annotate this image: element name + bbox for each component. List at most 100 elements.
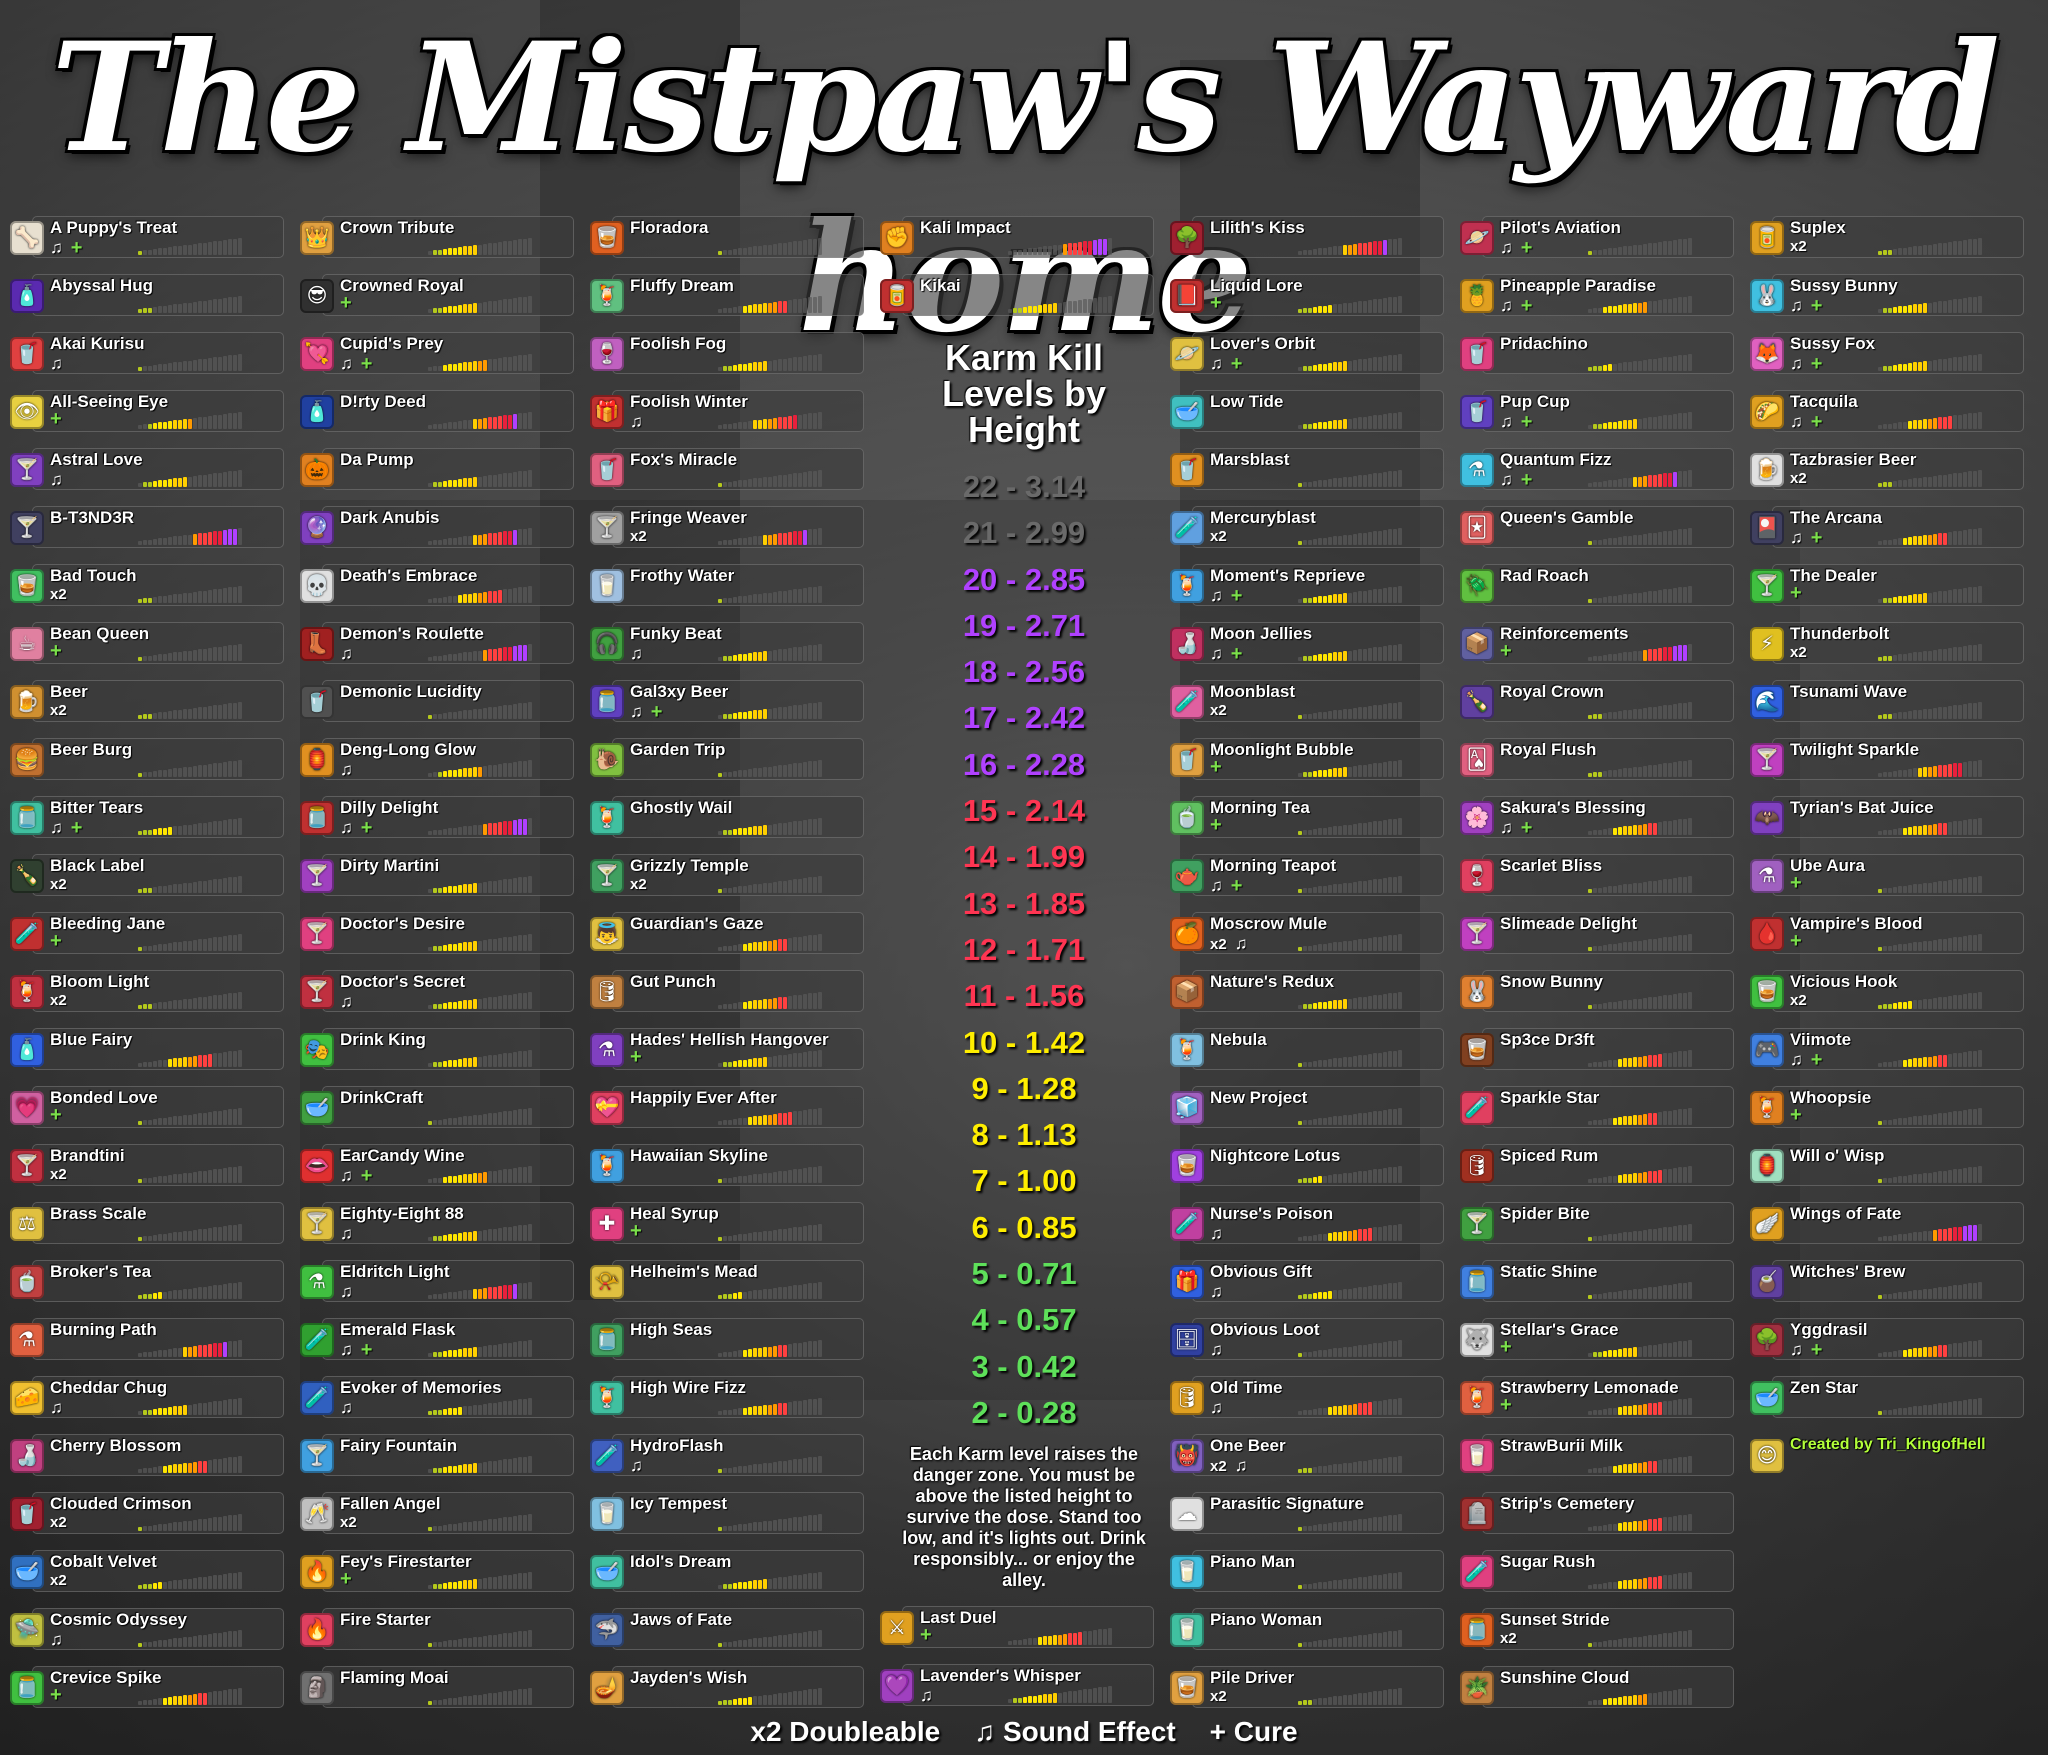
drink-item[interactable]: 🥣 Low Tide (1170, 389, 1444, 434)
drink-item[interactable]: 🧪 Moonblast x2 (1170, 679, 1444, 724)
drink-item[interactable]: 🍸 Grizzly Temple x2 (590, 853, 864, 898)
drink-item[interactable]: 🐌 Garden Trip (590, 737, 864, 782)
drink-item[interactable]: 🍵 Broker's Tea (10, 1259, 284, 1304)
drink-item[interactable]: 👼 Guardian's Gaze (590, 911, 864, 956)
drink-item[interactable]: 🪽 Wings of Fate (1750, 1201, 2024, 1246)
drink-item[interactable]: 🛢 Old Time ♫ (1170, 1375, 1444, 1420)
drink-item[interactable]: 👑 Crown Tribute (300, 215, 574, 260)
drink-item[interactable]: 👄 EarCandy Wine ♫ + (300, 1143, 574, 1188)
drink-item[interactable]: 🪲 Rad Roach (1460, 563, 1734, 608)
drink-item[interactable]: 👁 All-Seeing Eye + (10, 389, 284, 434)
drink-item[interactable]: 🥤 Pup Cup ♫ + (1460, 389, 1734, 434)
drink-item[interactable]: 🛢 Spiced Rum (1460, 1143, 1734, 1188)
credit-item[interactable]: 😊 Created by Tri_KingofHell (1750, 1433, 2020, 1478)
drink-item[interactable]: 🍸 Twilight Sparkle (1750, 737, 2024, 782)
drink-item[interactable]: 🦇 Tyrian's Bat Juice (1750, 795, 2024, 840)
drink-item[interactable]: ⚗ Eldritch Light ♫ (300, 1259, 574, 1304)
drink-item[interactable]: 🪔 Jayden's Wish (590, 1665, 864, 1710)
drink-item[interactable]: 🧪 Sparkle Star (1460, 1085, 1734, 1130)
drink-item[interactable]: 💜 Lavender's Whisper ♫ (880, 1663, 1154, 1708)
drink-item[interactable]: 🍹 Hawaiian Skyline (590, 1143, 864, 1188)
drink-item[interactable]: 🐰 Snow Bunny (1460, 969, 1734, 1014)
drink-item[interactable]: 🫙 Bitter Tears ♫ + (10, 795, 284, 840)
drink-item[interactable]: 🫖 Morning Teapot ♫ + (1170, 853, 1444, 898)
drink-item[interactable]: 🦴 A Puppy's Treat ♫ + (10, 215, 284, 260)
drink-item[interactable]: 🧪 Nurse's Poison ♫ (1170, 1201, 1444, 1246)
drink-item[interactable]: 🗿 Flaming Moai (300, 1665, 574, 1710)
drink-item[interactable]: 🥛 Frothy Water (590, 563, 864, 608)
drink-item[interactable]: 🍵 Morning Tea + (1170, 795, 1444, 840)
drink-item[interactable]: 🌊 Tsunami Wave (1750, 679, 2024, 724)
drink-item[interactable]: 🥤 Pridachino (1460, 331, 1734, 376)
drink-item[interactable]: 🍸 The Dealer + (1750, 563, 2024, 608)
drink-item[interactable]: 🍹 Whoopsie + (1750, 1085, 2024, 1130)
drink-item[interactable]: 🌮 Tacquila ♫ + (1750, 389, 2024, 434)
drink-item[interactable]: 🐺 Stellar's Grace + (1460, 1317, 1734, 1362)
drink-item[interactable]: 🍸 Astral Love ♫ (10, 447, 284, 492)
drink-item[interactable]: 🧪 HydroFlash ♫ (590, 1433, 864, 1478)
drink-item[interactable]: 🍺 Beer x2 (10, 679, 284, 724)
drink-item[interactable]: 🧊 New Project (1170, 1085, 1444, 1130)
drink-item[interactable]: 🍍 Pineapple Paradise ♫ + (1460, 273, 1734, 318)
drink-item[interactable]: 🎃 Da Pump (300, 447, 574, 492)
drink-item[interactable]: 🏮 Will o' Wisp (1750, 1143, 2024, 1188)
drink-item[interactable]: 🍸 Fairy Fountain (300, 1433, 574, 1478)
drink-item[interactable]: 🍷 Scarlet Bliss (1460, 853, 1734, 898)
drink-item[interactable]: 🥃 Pile Driver x2 (1170, 1665, 1444, 1710)
drink-item[interactable]: 🍸 Doctor's Secret ♫ (300, 969, 574, 1014)
drink-item[interactable]: 🍸 Dirty Martini (300, 853, 574, 898)
drink-item[interactable]: 🧪 Sugar Rush (1460, 1549, 1734, 1594)
drink-item[interactable]: ⚗ Quantum Fizz ♫ + (1460, 447, 1734, 492)
drink-item[interactable]: 🥣 DrinkCraft (300, 1085, 574, 1130)
drink-item[interactable]: 🥛 StrawBurii Milk (1460, 1433, 1734, 1478)
drink-item[interactable]: 🧪 Bleeding Jane + (10, 911, 284, 956)
drink-item[interactable]: 🍸 Slimeade Delight (1460, 911, 1734, 956)
drink-item[interactable]: 📯 Helheim's Mead (590, 1259, 864, 1304)
drink-item[interactable]: 🥂 Fallen Angel x2 (300, 1491, 574, 1536)
drink-item[interactable]: 🍸 Fringe Weaver x2 (590, 505, 864, 550)
drink-item[interactable]: 🥃 Bad Touch x2 (10, 563, 284, 608)
drink-item[interactable]: 🎧 Funky Beat ♫ (590, 621, 864, 666)
drink-item[interactable]: 💘 Cupid's Prey ♫ + (300, 331, 574, 376)
drink-item[interactable]: 🫙 Sunset Stride x2 (1460, 1607, 1734, 1652)
drink-item[interactable]: 🍊 Moscrow Mule x2 ♫ (1170, 911, 1444, 956)
drink-item[interactable]: 🦊 Sussy Fox ♫ + (1750, 331, 2024, 376)
drink-item[interactable]: 💗 Bonded Love + (10, 1085, 284, 1130)
drink-item[interactable]: 🎁 Foolish Winter ♫ (590, 389, 864, 434)
drink-item[interactable]: 🍹 Bloom Light x2 (10, 969, 284, 1014)
drink-item[interactable]: 🔥 Fire Starter (300, 1607, 574, 1652)
drink-item[interactable]: 🍾 Black Label x2 (10, 853, 284, 898)
drink-item[interactable]: 🧉 Witches' Brew (1750, 1259, 2024, 1304)
drink-item[interactable]: 🥤 Fox's Miracle (590, 447, 864, 492)
drink-item[interactable]: 💝 Happily Ever After (590, 1085, 864, 1130)
drink-item[interactable]: 🍺 Tazbrasier Beer x2 (1750, 447, 2024, 492)
drink-item[interactable]: 🥤 Demonic Lucidity (300, 679, 574, 724)
drink-item[interactable]: 🌳 Lilith's Kiss (1170, 215, 1444, 260)
drink-item[interactable]: 🍹 Fluffy Dream (590, 273, 864, 318)
drink-item[interactable]: 🂡 Royal Flush (1460, 737, 1734, 782)
drink-item[interactable]: 🎴 The Arcana ♫ + (1750, 505, 2024, 550)
drink-item[interactable]: 🧪 Emerald Flask ♫ + (300, 1317, 574, 1362)
drink-item[interactable]: 🍶 Cherry Blossom (10, 1433, 284, 1478)
drink-item[interactable]: 🩸 Vampire's Blood + (1750, 911, 2024, 956)
drink-item[interactable]: 🎮 Viimote ♫ + (1750, 1027, 2024, 1072)
drink-item[interactable]: 🔮 Dark Anubis (300, 505, 574, 550)
drink-item[interactable]: 🎁 Obvious Gift ♫ (1170, 1259, 1444, 1304)
drink-item[interactable]: 🍶 Moon Jellies ♫ + (1170, 621, 1444, 666)
drink-item[interactable]: 🌳 Yggdrasil ♫ + (1750, 1317, 2024, 1362)
drink-item[interactable]: 🥃 Sp3ce Dr3ft (1460, 1027, 1734, 1072)
drink-item[interactable]: ⚗ Burning Path (10, 1317, 284, 1362)
drink-item[interactable]: 🥫 Kikai (880, 273, 1154, 318)
drink-item[interactable]: 🫙 Dilly Delight ♫ + (300, 795, 574, 840)
drink-item[interactable]: 🦈 Jaws of Fate (590, 1607, 864, 1652)
drink-item[interactable]: 🫙 High Seas (590, 1317, 864, 1362)
drink-item[interactable]: 📦 Nature's Redux (1170, 969, 1444, 1014)
drink-item[interactable]: ✊ Kali Impact (880, 215, 1154, 260)
drink-item[interactable]: 🥤 Akai Kurisu ♫ (10, 331, 284, 376)
drink-item[interactable]: ⚗ Hades' Hellish Hangover + (590, 1027, 864, 1072)
drink-item[interactable]: 🪴 Sunshine Cloud (1460, 1665, 1734, 1710)
drink-item[interactable]: 🛸 Cosmic Odyssey ♫ (10, 1607, 284, 1652)
drink-item[interactable]: 🥫 Suplex x2 (1750, 215, 2024, 260)
drink-item[interactable]: 🥣 Cobalt Velvet x2 (10, 1549, 284, 1594)
drink-item[interactable]: 🥣 Idol's Dream (590, 1549, 864, 1594)
